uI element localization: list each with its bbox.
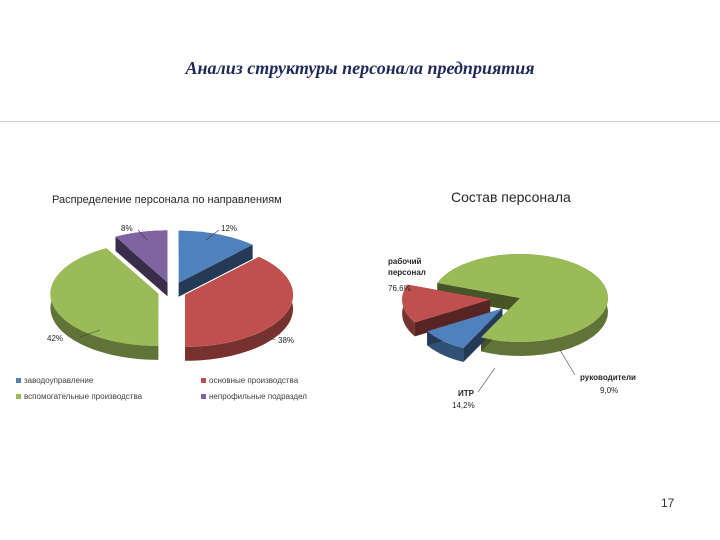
leader-line-2 bbox=[79, 329, 101, 338]
chart1-data-label-neprof: 8% bbox=[121, 224, 133, 233]
leader-line-5 bbox=[477, 367, 496, 393]
legend-item-vspomog: вспомогательные производства bbox=[16, 392, 142, 401]
legend-label: вспомогательные производства bbox=[24, 392, 143, 401]
chart1-slice-2 bbox=[50, 248, 159, 346]
leader-line-0 bbox=[205, 229, 220, 241]
page-number: 17 bbox=[661, 496, 675, 510]
chart1-slice-1 bbox=[185, 256, 293, 347]
leader-line-1 bbox=[255, 335, 277, 341]
legend-item-zavod: заводоуправление bbox=[16, 376, 93, 385]
chart2-slice-1 bbox=[427, 308, 503, 348]
leader-line-3 bbox=[137, 229, 148, 241]
legend-label: заводоуправление bbox=[24, 376, 94, 385]
legend-item-neprof: непрофильные подраздел bbox=[201, 392, 307, 401]
legend-swatch-red bbox=[201, 378, 206, 384]
chart2-slice-0 bbox=[437, 253, 609, 342]
legend-swatch-green bbox=[16, 394, 21, 400]
chart1-title: Распределение персонала по направлениям bbox=[52, 194, 282, 206]
title-divider bbox=[0, 121, 720, 122]
label-leaders bbox=[79, 229, 576, 393]
legend-swatch-blue bbox=[16, 378, 21, 384]
chart2-value-itr: 14,2% bbox=[452, 401, 475, 410]
chart2-label-workers-2: персонал bbox=[388, 268, 426, 277]
chart2-value-workers: 76,6% bbox=[388, 284, 411, 293]
chart2-label-itr: ИТР bbox=[458, 389, 475, 398]
chart2-label-managers: руководители bbox=[580, 373, 636, 382]
chart1-slice-3 bbox=[115, 230, 168, 283]
legend-label: непрофильные подраздел bbox=[209, 392, 307, 401]
legend-label: основные производства bbox=[209, 376, 299, 385]
chart1-data-label-osnovnye: 38% bbox=[278, 336, 294, 345]
slide-title: Анализ структуры персонала предприятия bbox=[185, 58, 535, 78]
legend-swatch-purple bbox=[201, 394, 206, 400]
chart1-data-label-zavod: 12% bbox=[221, 224, 237, 233]
legend-item-osnovnye: основные производства bbox=[201, 376, 298, 385]
chart2-value-managers: 9,0% bbox=[600, 386, 618, 395]
chart2-slices bbox=[402, 253, 609, 362]
chart1-slices bbox=[50, 230, 293, 361]
chart2-label-workers-1: рабочий bbox=[388, 257, 422, 266]
leader-line-4 bbox=[559, 349, 576, 376]
chart1-data-label-vspomog: 42% bbox=[47, 334, 63, 343]
chart2-title: Состав персонала bbox=[451, 189, 571, 205]
chart1-slice-0 bbox=[178, 230, 253, 283]
chart2-slice-2 bbox=[402, 284, 491, 323]
